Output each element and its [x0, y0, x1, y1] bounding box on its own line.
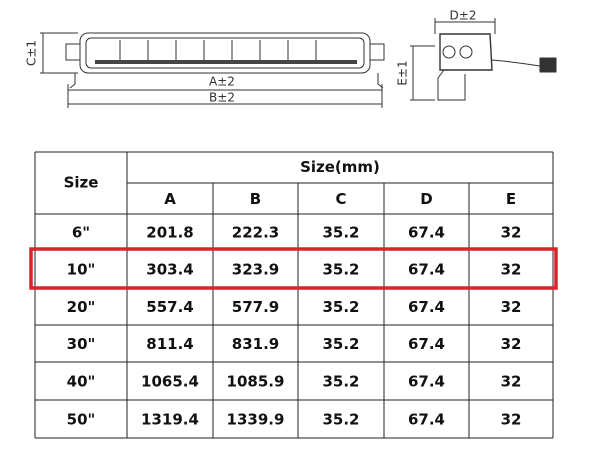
cell-text: 811.4: [146, 335, 193, 353]
dim-label: D±2: [450, 9, 477, 23]
cell-text: 35.2: [322, 335, 359, 353]
cell-text: 222.3: [232, 224, 279, 242]
dim-label: C±1: [25, 40, 39, 66]
cell-text: 67.4: [408, 224, 445, 242]
cell-text: 10": [67, 261, 96, 279]
cell-text: D: [420, 190, 432, 208]
cell-text: 35.2: [322, 224, 359, 242]
cell-text: 577.9: [232, 298, 279, 316]
cell-text: C: [335, 190, 346, 208]
row-highlight: [29, 247, 558, 290]
cell-text: 50": [67, 411, 96, 429]
cell-text: 32: [501, 261, 522, 279]
cell-text: 67.4: [408, 373, 445, 391]
cell-text: 30": [67, 335, 96, 353]
cell-text: B: [250, 190, 261, 208]
cell-text: 1339.9: [227, 411, 285, 429]
cell-text: 35.2: [322, 411, 359, 429]
cell-text: 35.2: [322, 373, 359, 391]
cell-text: 32: [501, 335, 522, 353]
cell-text: 67.4: [408, 261, 445, 279]
cell-text: Size: [64, 174, 99, 192]
cell-text: 67.4: [408, 335, 445, 353]
cell-text: 201.8: [146, 224, 193, 242]
cell-text: 303.4: [146, 261, 193, 279]
cell-text: 1319.4: [141, 411, 199, 429]
cell-text: Size(mm): [300, 158, 380, 176]
cell-text: 831.9: [232, 335, 279, 353]
dim-label: E±1: [396, 60, 410, 85]
cell-text: 1085.9: [227, 373, 285, 391]
cell-text: 32: [501, 411, 522, 429]
cell-text: 20": [67, 298, 96, 316]
dim-label: A±2: [209, 75, 235, 89]
cell-text: 32: [501, 298, 522, 316]
cell-text: 1065.4: [141, 373, 199, 391]
cell-text: 35.2: [322, 298, 359, 316]
cell-text: 32: [501, 224, 522, 242]
cell-text: 557.4: [146, 298, 193, 316]
side-view: [410, 18, 557, 101]
dim-label: B±2: [209, 91, 235, 105]
cell-text: 35.2: [322, 261, 359, 279]
cell-text: 67.4: [408, 411, 445, 429]
cell-text: 40": [67, 373, 96, 391]
front-view: [40, 32, 385, 108]
cell-text: 6": [72, 224, 90, 242]
cell-text: 323.9: [232, 261, 279, 279]
cell-text: E: [506, 190, 516, 208]
cell-text: 67.4: [408, 298, 445, 316]
cell-text: A: [164, 190, 176, 208]
cell-text: 32: [501, 373, 522, 391]
